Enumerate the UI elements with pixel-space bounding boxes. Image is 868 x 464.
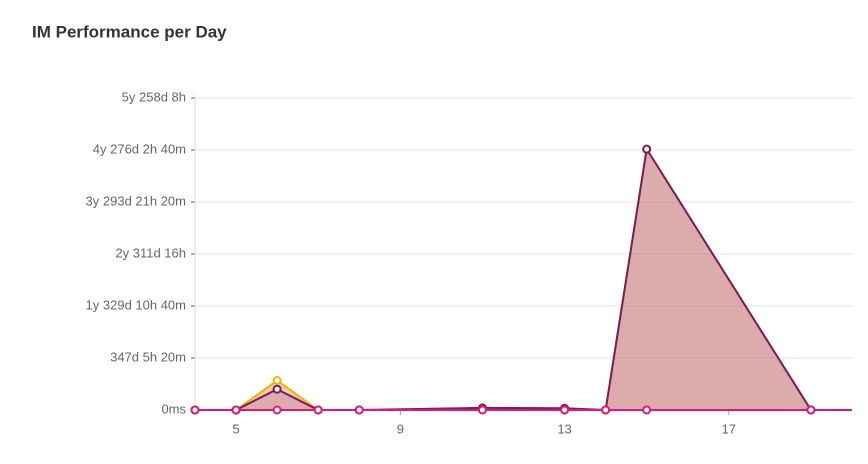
point — [560, 405, 570, 415]
point — [806, 405, 816, 415]
x-tick-label: 13 — [557, 421, 571, 436]
point — [272, 384, 282, 394]
point — [190, 405, 200, 415]
point — [272, 405, 282, 415]
point — [313, 405, 323, 415]
point — [354, 405, 364, 415]
point — [642, 405, 652, 415]
y-tick-label: 4y 276d 2h 40m — [93, 141, 186, 156]
x-tick-label: 9 — [397, 421, 404, 436]
y-tick-label: 2y 311d 16h — [115, 245, 186, 260]
y-tick-label: 5y 258d 8h — [122, 89, 186, 104]
y-tick-label: 0ms — [161, 401, 186, 416]
point — [272, 376, 282, 386]
y-tick-label: 1y 329d 10h 40m — [86, 297, 186, 312]
x-tick-label: 17 — [722, 421, 736, 436]
point — [601, 405, 611, 415]
point — [477, 405, 487, 415]
y-tick-label: 3y 293d 21h 20m — [86, 193, 186, 208]
point — [642, 144, 652, 154]
area-fill — [195, 149, 852, 410]
x-tick-label: 5 — [232, 421, 239, 436]
y-tick-label: 347d 5h 20m — [110, 349, 186, 364]
point — [231, 405, 241, 415]
chart-title: IM Performance per Day — [32, 22, 227, 41]
